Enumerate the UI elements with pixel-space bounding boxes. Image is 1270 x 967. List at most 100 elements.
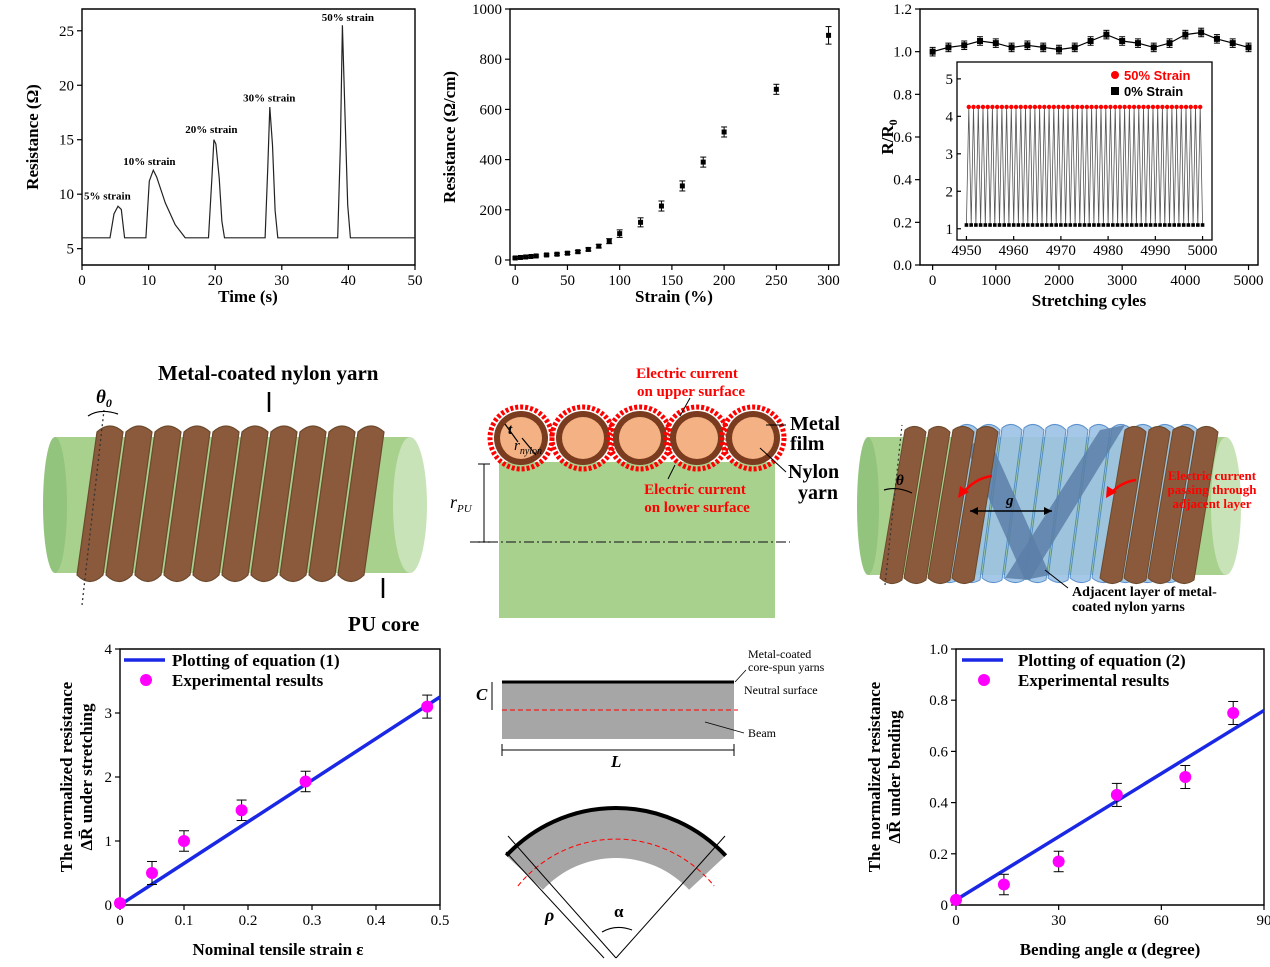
- inset-low-point: [1096, 223, 1101, 227]
- data-point: [1229, 40, 1236, 47]
- x-tick-label: 300: [817, 273, 840, 289]
- yarns-label: Metal-coated core-spun yarns: [748, 647, 825, 674]
- data-point: [1040, 44, 1047, 51]
- y-tick-label: 1.0: [893, 45, 912, 61]
- y-tick-label: 0.4: [929, 796, 948, 812]
- fit-line: [119, 695, 441, 907]
- inset-high-point: [1141, 104, 1146, 110]
- inset-high-point: [1188, 104, 1193, 110]
- brown-yarn: [1123, 426, 1171, 584]
- legend-fit-label: Plotting of equation (1): [172, 651, 340, 670]
- inset-low-point: [974, 223, 978, 227]
- inset-low-point: [1139, 223, 1143, 227]
- rnylon-label: rnylon: [514, 438, 542, 457]
- strain-annotation: 10% strain: [123, 156, 175, 168]
- inset-high-point: [1150, 104, 1156, 110]
- x-tick-label: 0: [116, 913, 124, 929]
- x-tick-label: 0.3: [303, 913, 322, 929]
- plot-layer: [114, 694, 441, 910]
- x-tick-label: 60: [1154, 913, 1169, 929]
- pu-core-left-end: [43, 437, 67, 573]
- axes-frame: [509, 8, 840, 266]
- y-tick-label: 2: [105, 770, 113, 786]
- data-point: [929, 48, 936, 55]
- tick-layer: 0 1000 2000 3000 4000 5000 0.0 0.2 0.4 0.6 0.8 1.0 1…: [893, 2, 1263, 289]
- x-tick-label: 0: [952, 913, 960, 929]
- core-label: PU core: [348, 612, 419, 636]
- nylon-core: [562, 417, 604, 459]
- y-axis-label: Resistance (Ω/cm): [440, 71, 459, 203]
- inset-low-point: [1181, 223, 1186, 227]
- inset-low-point: [988, 223, 992, 227]
- yarn-band: [134, 425, 182, 583]
- inset-x-tick-label: 4950: [951, 243, 981, 259]
- inset-high-point: [1056, 104, 1061, 110]
- inset-high-point: [1155, 104, 1160, 110]
- experimental-point: [997, 878, 1010, 891]
- x-axis-label: Time (s): [218, 287, 278, 306]
- data-point: [773, 86, 779, 92]
- inset-x-tick-label: 4990: [1140, 243, 1170, 259]
- x-tick-label: 0.1: [175, 913, 194, 929]
- yarn-band: [308, 425, 356, 583]
- x-tick-label: 100: [608, 273, 631, 289]
- x-tick-label: 250: [765, 273, 788, 289]
- inset-high-point: [999, 104, 1005, 110]
- data-point: [1182, 31, 1189, 38]
- inset-high-point: [1197, 104, 1203, 110]
- inset-high-point: [980, 104, 986, 110]
- c-label: C: [476, 685, 488, 704]
- inset-low-point: [1030, 223, 1035, 227]
- x-tick-label: 50: [408, 273, 423, 289]
- metal-film-outer: [719, 404, 787, 472]
- x-tick-label: 40: [341, 273, 356, 289]
- inset-low-point: [1077, 223, 1082, 227]
- data-point: [523, 254, 529, 260]
- inset-high-point: [990, 104, 995, 110]
- x-tick-label: 200: [713, 273, 736, 289]
- axes-frame: [81, 8, 416, 266]
- y-tick-label: 1.2: [893, 2, 912, 18]
- inset-high-point: [976, 104, 981, 110]
- inset-low-point: [1082, 223, 1087, 227]
- inset-high-point: [1061, 104, 1066, 110]
- rho-line: [507, 835, 617, 959]
- data-point: [638, 219, 644, 225]
- data-point: [1071, 44, 1078, 51]
- fit-line: [955, 708, 1265, 902]
- inset-low-point: [1191, 223, 1195, 227]
- pu-substrate: [499, 462, 775, 618]
- inset-plot: 4950 4960 4970 4980 4990 5000 1 2 3 4 5: [946, 72, 1218, 259]
- x-tick-label: 0.5: [431, 913, 450, 929]
- data-point: [564, 250, 570, 256]
- y-tick-label: 0.0: [893, 258, 912, 274]
- diagram-yarn: θ0 Metal-coated nylon yarn PU core: [43, 361, 427, 636]
- yarn-band: [337, 425, 385, 583]
- inset-high-point: [966, 104, 972, 110]
- inset-y-tick-label: 1: [946, 222, 954, 238]
- x-tick-label: 20: [208, 273, 223, 289]
- y-tick-label: 10: [59, 187, 74, 203]
- x-tick-label: 0.2: [239, 913, 258, 929]
- experimental-point: [146, 867, 158, 879]
- inset-y-tick-label: 2: [946, 184, 954, 200]
- legend-label-50: 50% Strain: [1124, 68, 1191, 83]
- inset-high-point: [1070, 104, 1075, 110]
- inset-high-point: [1160, 104, 1165, 110]
- strain-annotations: 5% strain 10% strain 20% strain 30% strain 5…: [84, 12, 374, 203]
- inset-low-point: [1011, 223, 1016, 227]
- experimental-point: [1179, 771, 1192, 783]
- data-point: [679, 183, 685, 189]
- data-point: [517, 254, 523, 260]
- tick-layer: 0 0.1 0.2 0.3 0.4 0.5 0 1 2 3 4: [105, 642, 450, 929]
- inset-low-point: [1158, 223, 1162, 227]
- inset-low-point: [1172, 223, 1177, 227]
- tick-layer: 0 50 100 150 200 250 300 0 200 400 600 800 1000: [472, 2, 840, 289]
- x-tick-label: 5000: [1234, 273, 1264, 289]
- experimental-point: [1052, 855, 1065, 868]
- bent-beam-yarn: [504, 806, 728, 858]
- yarn-band: [105, 425, 153, 583]
- data-point: [1213, 35, 1220, 42]
- y-tick-label: 0: [105, 898, 113, 914]
- x-tick-label: 30: [274, 273, 289, 289]
